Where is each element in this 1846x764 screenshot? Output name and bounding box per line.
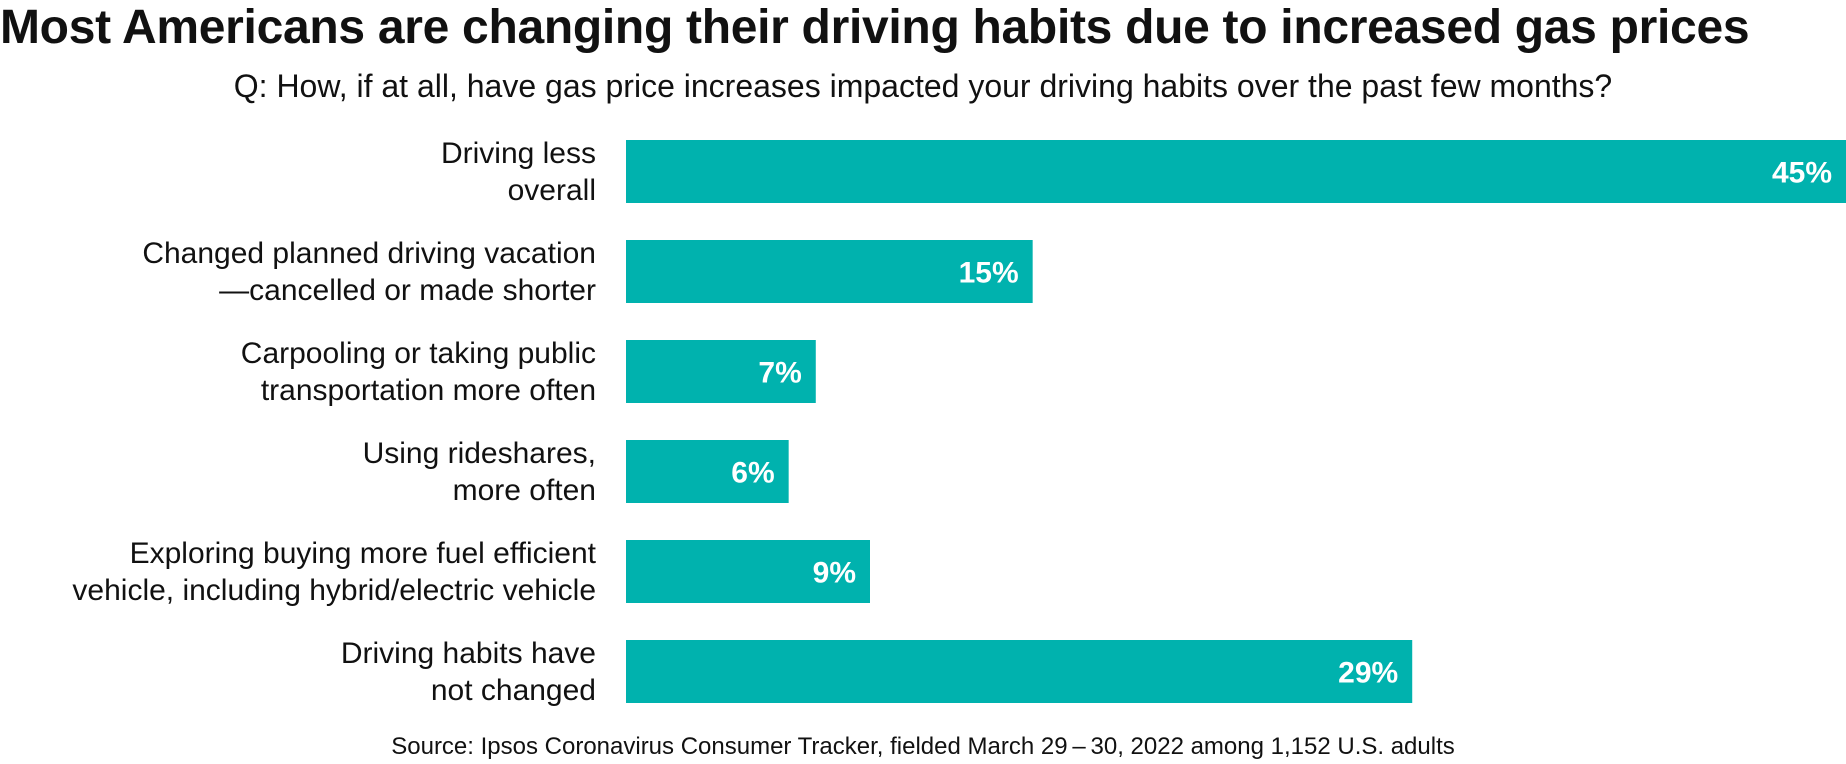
category-label-line: Changed planned driving vacation — [142, 237, 596, 270]
category-label: Using rideshares, more often — [363, 437, 596, 507]
category-label: Carpooling or taking public transportatio… — [241, 337, 596, 407]
bar-value-label: 29% — [1338, 657, 1398, 690]
category-label-line: vehicle, including hybrid/electric vehic… — [72, 574, 596, 607]
bar — [626, 240, 1033, 303]
category-label: Changed planned driving vacation —cancell… — [142, 237, 596, 307]
source-note: Source: Ipsos Coronavirus Consumer Track… — [391, 733, 1455, 760]
bar-value-label: 9% — [813, 557, 856, 590]
bar-value-label: 45% — [1772, 157, 1832, 190]
bar-value-label: 7% — [758, 357, 801, 390]
bar — [626, 140, 1846, 203]
category-label: Driving habits have not changed — [341, 637, 596, 707]
category-label-line: more often — [453, 474, 596, 507]
bar-value-label: 6% — [731, 457, 774, 490]
category-label: Driving less overall — [441, 137, 596, 207]
category-label-line: Driving habits have — [341, 637, 596, 670]
category-label-line: transportation more often — [261, 374, 596, 407]
bar — [626, 340, 816, 403]
bar-value-label: 15% — [959, 257, 1019, 290]
category-label-line: Exploring buying more fuel efficient — [130, 537, 597, 570]
category-label-line: Carpooling or taking public — [241, 337, 596, 370]
bar — [626, 440, 789, 503]
chart-title: Most Americans are changing their drivin… — [0, 1, 1750, 54]
bar — [626, 640, 1413, 703]
category-label: Exploring buying more fuel efficient vehi… — [72, 537, 596, 607]
category-label-line: not changed — [431, 674, 596, 707]
chart-subtitle: Q: How, if at all, have gas price increa… — [233, 68, 1613, 104]
category-label-line: Driving less — [441, 137, 596, 170]
category-label-line: —cancelled or made shorter — [219, 274, 596, 307]
bar-chart: 45% Driving less overall 15% Changed planned… — [72, 137, 1846, 707]
category-label-line: Using rideshares, — [363, 437, 596, 470]
bar — [626, 540, 870, 603]
category-label-line: overall — [508, 174, 596, 207]
